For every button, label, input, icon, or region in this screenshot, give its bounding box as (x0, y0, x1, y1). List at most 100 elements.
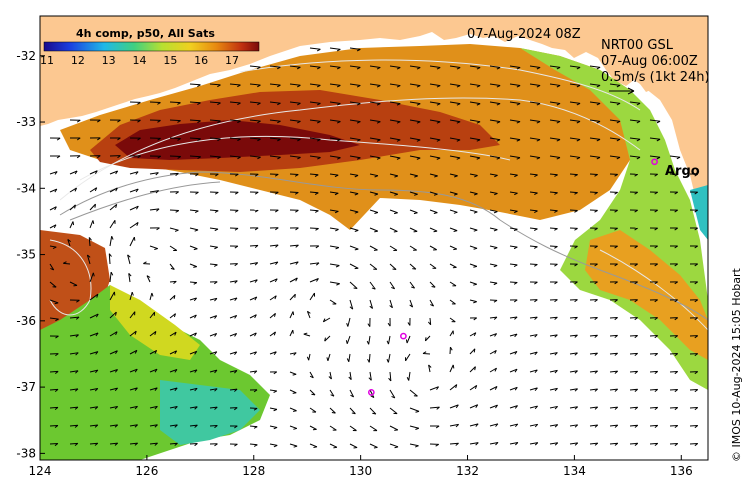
current-vector (309, 155, 321, 158)
current-vector-head (416, 157, 421, 160)
current-vector-head (574, 388, 578, 392)
current-vector-head (237, 138, 241, 142)
current-vector (389, 65, 401, 68)
current-vector-head (616, 156, 621, 160)
current-vector-head (636, 102, 641, 106)
current-vector-head (534, 299, 538, 303)
current-vector-head (234, 407, 238, 411)
current-vector-head (134, 368, 138, 373)
current-vector-head (456, 85, 461, 88)
current-vector (389, 209, 398, 214)
current-vector (669, 155, 681, 158)
current-vector (609, 119, 621, 122)
current-vector-head (253, 370, 258, 374)
current-vector-head (536, 85, 541, 88)
current-vector (329, 389, 335, 397)
current-vector-head (455, 424, 459, 428)
current-vector-head (574, 281, 578, 285)
current-vector (469, 384, 478, 391)
current-vector-head (433, 193, 438, 196)
current-vector-head (406, 377, 410, 381)
current-vector (469, 366, 476, 373)
current-vector-head (354, 174, 359, 178)
current-vector (309, 47, 321, 50)
current-vector (369, 191, 379, 195)
current-vector-head (455, 404, 459, 409)
current-vector-head (194, 387, 198, 392)
current-vector (389, 173, 398, 177)
current-vector-head (435, 443, 439, 447)
current-vector-head (554, 246, 558, 249)
current-vector (409, 209, 418, 214)
current-vector (369, 443, 378, 448)
current-vector-head (94, 187, 98, 192)
current-vector-head (315, 210, 319, 213)
current-vector (309, 191, 319, 194)
current-vector-head (556, 157, 561, 160)
current-vector-head (554, 388, 558, 392)
current-vector (86, 254, 91, 265)
current-vector (49, 245, 57, 248)
current-vector-head (111, 236, 114, 240)
current-vector (489, 404, 498, 409)
current-vector-head (356, 48, 361, 52)
current-vector-head (174, 387, 178, 392)
current-vector-head (214, 281, 218, 285)
current-vector-head (217, 84, 221, 88)
current-vector (309, 407, 317, 413)
current-vector (249, 244, 259, 247)
current-vector (529, 245, 538, 248)
current-vector (329, 209, 339, 212)
current-vector (308, 353, 311, 361)
current-vector-head (356, 103, 361, 106)
current-vector-head (473, 229, 478, 232)
current-vector-head (614, 406, 619, 410)
argo-float-marker (400, 332, 407, 340)
sst-east-orange (585, 230, 708, 360)
current-vector-head (534, 442, 539, 446)
current-vector (269, 425, 278, 428)
current-vector-head (237, 102, 241, 106)
current-vector (529, 191, 538, 194)
current-vector-head (391, 286, 395, 290)
current-vector-head (336, 84, 341, 88)
current-vector (169, 313, 176, 319)
current-vector-head (274, 173, 279, 177)
current-vector (489, 350, 497, 355)
current-vector (369, 137, 381, 141)
current-vector-head (494, 367, 497, 372)
current-vector-head (307, 310, 311, 314)
current-vector-head (55, 353, 59, 357)
current-vector-head (316, 84, 321, 88)
current-vector-head (277, 102, 281, 106)
current-vector-head (496, 85, 501, 88)
current-vector-head (475, 423, 479, 427)
current-vector-head (316, 278, 319, 282)
current-vector (449, 173, 458, 177)
current-vector-head (474, 175, 478, 178)
current-vector-head (576, 156, 581, 160)
current-vector (89, 293, 99, 301)
current-vector-head (74, 442, 79, 446)
current-vector (509, 119, 521, 123)
current-vector-head (143, 261, 147, 265)
current-vector-head (694, 245, 698, 249)
current-vector-head (436, 67, 441, 70)
current-vector-head (594, 263, 598, 267)
current-vector (69, 204, 76, 211)
current-vector-head (134, 350, 138, 354)
current-vector-head (108, 253, 112, 257)
current-vector (529, 387, 538, 391)
current-vector-head (436, 406, 440, 410)
current-vector-head (334, 174, 339, 178)
current-vector-head (636, 138, 641, 142)
current-vector-head (456, 67, 461, 70)
current-vector-head (656, 120, 661, 124)
current-vector (149, 208, 160, 211)
current-vector-head (274, 191, 279, 195)
current-vector-head (376, 121, 381, 124)
current-vector (469, 227, 478, 231)
current-vector-head (495, 442, 499, 446)
current-vector-head (394, 193, 398, 196)
current-vector-head (694, 407, 699, 411)
